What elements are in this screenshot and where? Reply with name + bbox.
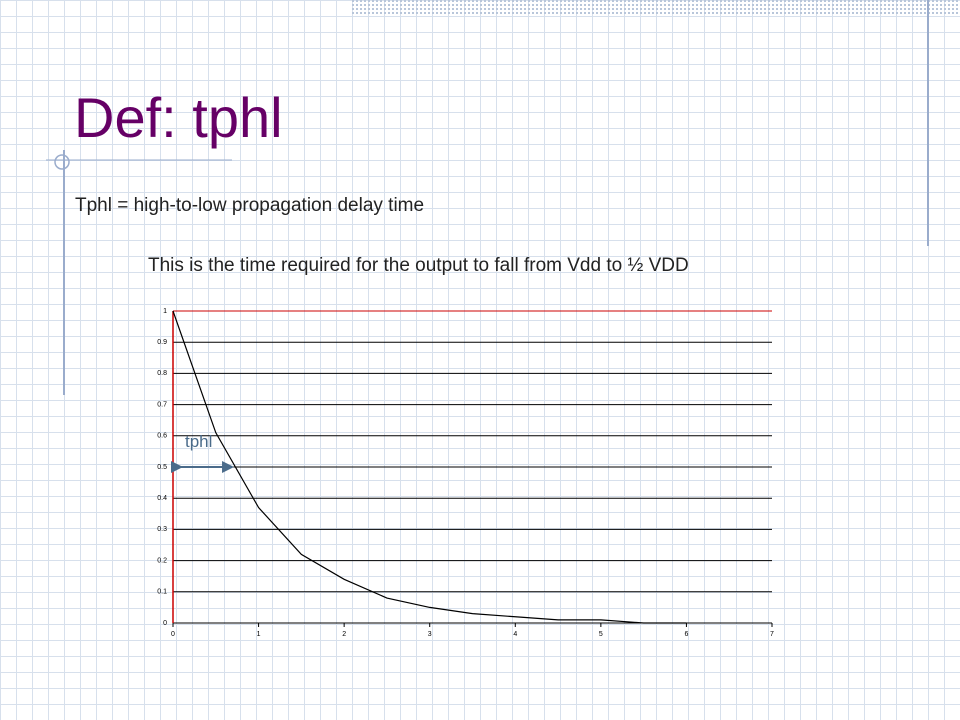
decor-band [352, 0, 960, 16]
x-tick-label: 0 [171, 631, 175, 638]
y-tick-label: 0.1 [157, 589, 167, 596]
y-tick-label: 0.5 [157, 464, 167, 471]
y-tick-label: 0.6 [157, 433, 167, 440]
y-tick-label: 0.3 [157, 526, 167, 533]
y-tick-label: 0.7 [157, 401, 167, 408]
chart: 0 0.1 0.2 0.3 0.4 0.5 0.6 0.7 0.8 0.9 1 0 1 2 3 4 5 6 7 tph… [157, 308, 774, 638]
y-tick-label: 0.9 [157, 339, 167, 346]
y-tick-label: 0 [163, 620, 167, 627]
x-tick-label: 6 [684, 631, 688, 638]
x-tick-label: 4 [513, 631, 517, 638]
x-tick-label: 2 [342, 631, 346, 638]
x-tick-label: 1 [257, 631, 261, 638]
y-tick-label: 1 [163, 308, 167, 315]
body-text: This is the time required for the output… [148, 255, 689, 276]
y-tick-label: 0.2 [157, 557, 167, 564]
decor-circle [54, 154, 70, 170]
slide-title: Def: tphl [74, 86, 283, 149]
y-tick-label: 0.4 [157, 495, 167, 502]
x-tick-label: 5 [599, 631, 603, 638]
x-tick-label: 3 [428, 631, 432, 638]
annotation-label: tphl [185, 432, 212, 451]
data-line [172, 310, 687, 624]
y-tick-label: 0.8 [157, 370, 167, 377]
x-tick-label: 7 [770, 631, 774, 638]
body-text: Tphl = high-to-low propagation delay tim… [75, 195, 424, 216]
